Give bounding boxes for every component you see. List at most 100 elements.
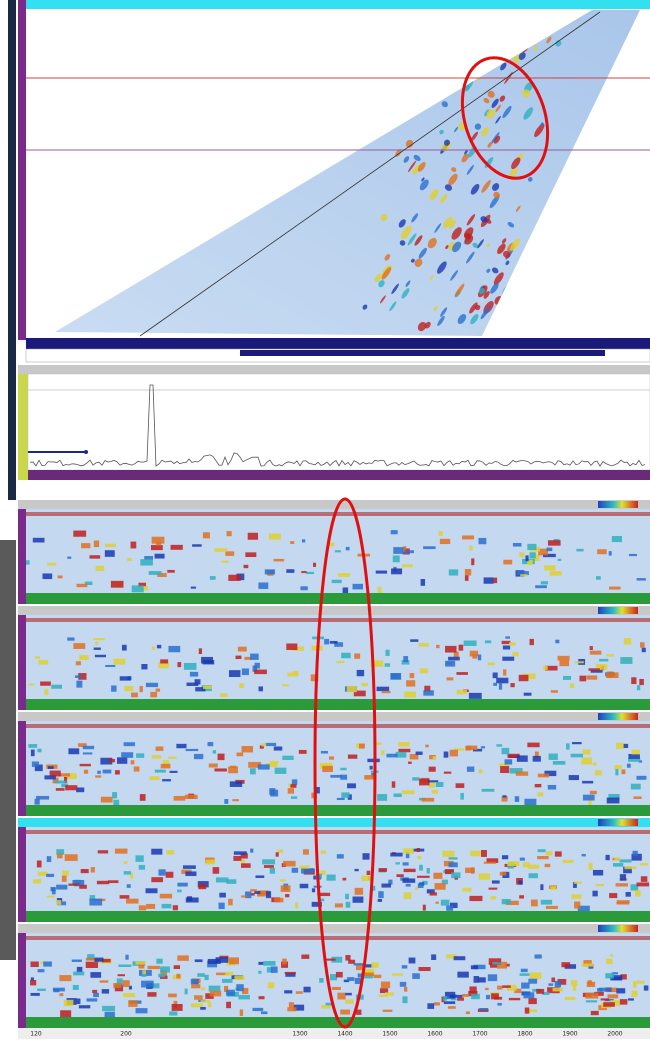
indication bbox=[147, 965, 160, 970]
indication bbox=[449, 994, 463, 998]
indication bbox=[409, 753, 419, 760]
indication bbox=[47, 766, 54, 769]
indication bbox=[491, 98, 499, 108]
indication bbox=[501, 796, 508, 802]
indication bbox=[485, 994, 491, 1000]
beam-line bbox=[139, 11, 601, 337]
indication bbox=[630, 884, 639, 891]
indication bbox=[639, 863, 649, 866]
indication bbox=[606, 654, 615, 657]
indication bbox=[381, 690, 391, 694]
indication bbox=[563, 675, 572, 680]
indication bbox=[407, 233, 417, 246]
indication bbox=[419, 668, 429, 674]
indication bbox=[554, 980, 562, 988]
indication bbox=[73, 971, 85, 976]
indication bbox=[384, 254, 391, 261]
indication bbox=[84, 581, 93, 586]
indication bbox=[527, 742, 540, 748]
indication bbox=[585, 992, 599, 999]
indication bbox=[499, 871, 507, 876]
indication bbox=[250, 889, 257, 892]
title-bar bbox=[18, 712, 650, 721]
indication bbox=[638, 760, 643, 763]
indication bbox=[579, 675, 587, 682]
indication bbox=[631, 677, 637, 685]
indication bbox=[89, 895, 96, 901]
indication bbox=[431, 954, 437, 960]
indication bbox=[28, 744, 38, 748]
indication bbox=[151, 646, 156, 650]
indication bbox=[502, 645, 511, 650]
indication bbox=[419, 778, 430, 786]
indication bbox=[63, 777, 68, 784]
indication bbox=[427, 1003, 435, 1009]
indication bbox=[37, 871, 48, 876]
indication bbox=[595, 884, 605, 887]
indication bbox=[331, 579, 342, 584]
indication bbox=[495, 104, 502, 113]
indication bbox=[191, 984, 201, 989]
axis-bar bbox=[26, 593, 650, 604]
indication bbox=[342, 587, 349, 594]
axis-label: 1500 bbox=[382, 1031, 397, 1038]
indication bbox=[334, 642, 344, 647]
indication bbox=[346, 685, 357, 693]
indication bbox=[277, 849, 283, 854]
indication bbox=[540, 122, 544, 127]
indication bbox=[269, 760, 279, 765]
indication bbox=[631, 990, 638, 997]
indication bbox=[520, 968, 528, 973]
indication bbox=[104, 543, 116, 547]
indication bbox=[154, 553, 165, 559]
indication bbox=[369, 765, 373, 770]
indication bbox=[480, 306, 491, 320]
indication bbox=[621, 769, 626, 775]
indication bbox=[247, 532, 259, 540]
indication bbox=[155, 688, 161, 692]
indication bbox=[168, 645, 181, 653]
indication bbox=[207, 742, 214, 747]
indication bbox=[138, 905, 147, 911]
indication bbox=[470, 131, 479, 142]
indication bbox=[110, 580, 124, 588]
indication bbox=[392, 555, 400, 563]
indication bbox=[489, 195, 500, 209]
b-scan-image bbox=[26, 721, 650, 805]
indication bbox=[518, 52, 526, 60]
indication bbox=[456, 689, 467, 695]
indication bbox=[477, 239, 484, 249]
indication bbox=[612, 975, 623, 981]
indication bbox=[226, 1001, 232, 1009]
indication bbox=[258, 996, 265, 1000]
indication bbox=[448, 219, 457, 229]
indication bbox=[162, 760, 170, 767]
indication bbox=[466, 164, 474, 175]
indication bbox=[586, 675, 598, 680]
indication bbox=[537, 849, 546, 853]
indication bbox=[495, 115, 501, 124]
indication bbox=[311, 888, 316, 893]
indication bbox=[434, 883, 446, 890]
indication bbox=[590, 670, 603, 673]
indication bbox=[320, 750, 328, 754]
indication bbox=[160, 763, 171, 769]
indication bbox=[437, 315, 445, 327]
side-strip bbox=[8, 0, 16, 500]
indication bbox=[436, 644, 440, 649]
indication bbox=[423, 546, 436, 550]
indication bbox=[77, 743, 87, 747]
indication bbox=[391, 973, 403, 976]
indication bbox=[403, 986, 408, 992]
indication bbox=[336, 661, 345, 664]
indication bbox=[518, 674, 529, 682]
indication bbox=[582, 794, 595, 801]
indication bbox=[214, 768, 227, 772]
indication bbox=[38, 659, 49, 665]
indication bbox=[64, 854, 78, 861]
indication bbox=[540, 899, 553, 905]
indication bbox=[592, 869, 604, 876]
indication bbox=[410, 639, 419, 642]
indication bbox=[261, 743, 267, 747]
indication bbox=[640, 642, 645, 648]
